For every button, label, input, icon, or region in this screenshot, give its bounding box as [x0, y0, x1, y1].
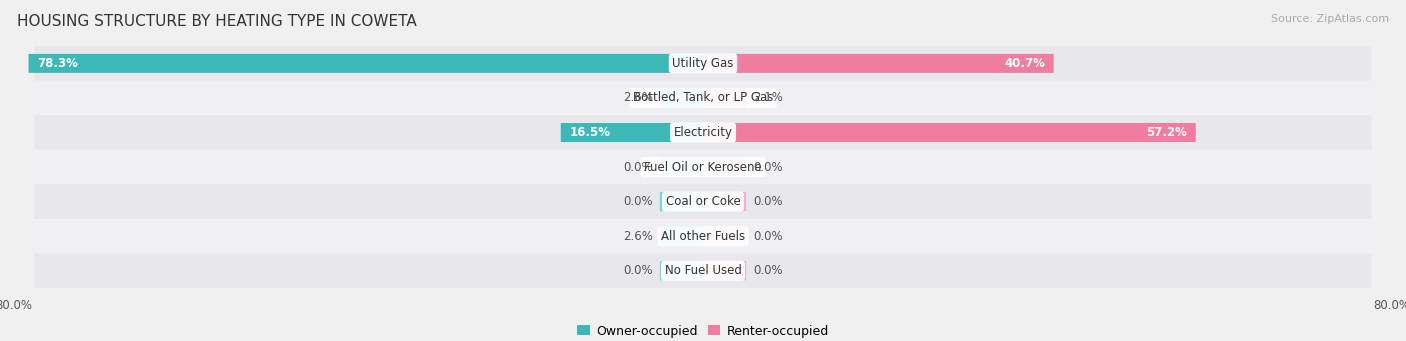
FancyBboxPatch shape — [659, 158, 703, 177]
FancyBboxPatch shape — [34, 46, 1372, 81]
FancyBboxPatch shape — [34, 115, 1372, 150]
Text: 2.6%: 2.6% — [623, 91, 652, 104]
Text: HOUSING STRUCTURE BY HEATING TYPE IN COWETA: HOUSING STRUCTURE BY HEATING TYPE IN COW… — [17, 14, 416, 29]
FancyBboxPatch shape — [34, 219, 1372, 253]
Text: 0.0%: 0.0% — [754, 264, 783, 277]
FancyBboxPatch shape — [561, 123, 703, 142]
Text: 0.0%: 0.0% — [754, 161, 783, 174]
Text: 0.0%: 0.0% — [754, 230, 783, 243]
Legend: Owner-occupied, Renter-occupied: Owner-occupied, Renter-occupied — [572, 320, 834, 341]
FancyBboxPatch shape — [659, 88, 703, 107]
FancyBboxPatch shape — [659, 192, 703, 211]
FancyBboxPatch shape — [28, 54, 703, 73]
Text: 0.0%: 0.0% — [623, 195, 652, 208]
FancyBboxPatch shape — [659, 261, 703, 280]
FancyBboxPatch shape — [659, 227, 703, 246]
Text: Source: ZipAtlas.com: Source: ZipAtlas.com — [1271, 14, 1389, 24]
Text: Utility Gas: Utility Gas — [672, 57, 734, 70]
FancyBboxPatch shape — [703, 123, 1195, 142]
FancyBboxPatch shape — [703, 227, 747, 246]
Text: All other Fuels: All other Fuels — [661, 230, 745, 243]
Text: Bottled, Tank, or LP Gas: Bottled, Tank, or LP Gas — [633, 91, 773, 104]
FancyBboxPatch shape — [703, 88, 747, 107]
Text: 2.1%: 2.1% — [754, 91, 783, 104]
FancyBboxPatch shape — [34, 184, 1372, 219]
Text: Fuel Oil or Kerosene: Fuel Oil or Kerosene — [644, 161, 762, 174]
FancyBboxPatch shape — [703, 192, 747, 211]
Text: Coal or Coke: Coal or Coke — [665, 195, 741, 208]
Text: Electricity: Electricity — [673, 126, 733, 139]
FancyBboxPatch shape — [703, 261, 747, 280]
FancyBboxPatch shape — [34, 81, 1372, 115]
Text: 0.0%: 0.0% — [754, 195, 783, 208]
Text: No Fuel Used: No Fuel Used — [665, 264, 741, 277]
Text: 16.5%: 16.5% — [569, 126, 610, 139]
FancyBboxPatch shape — [34, 253, 1372, 288]
FancyBboxPatch shape — [703, 54, 1053, 73]
Text: 57.2%: 57.2% — [1146, 126, 1187, 139]
FancyBboxPatch shape — [34, 150, 1372, 184]
Text: 40.7%: 40.7% — [1004, 57, 1045, 70]
Text: 2.6%: 2.6% — [623, 230, 652, 243]
FancyBboxPatch shape — [703, 158, 747, 177]
Text: 78.3%: 78.3% — [38, 57, 79, 70]
Text: 0.0%: 0.0% — [623, 264, 652, 277]
Text: 0.0%: 0.0% — [623, 161, 652, 174]
